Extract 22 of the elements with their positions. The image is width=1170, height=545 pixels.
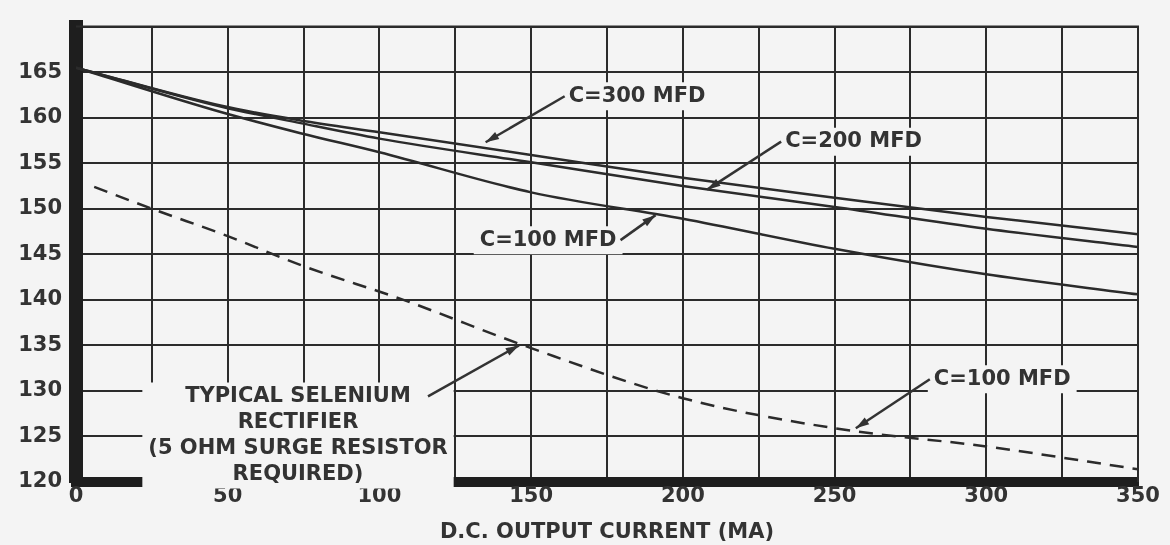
y-tick-label: 140 (18, 286, 62, 311)
y-tick-label: 125 (18, 422, 62, 447)
y-tick-label: 135 (18, 331, 62, 356)
y-tick-label: 165 (18, 58, 62, 83)
x-tick-label: 350 (1116, 483, 1160, 508)
annotation: TYPICAL SELENIUM RECTIFIER (5 OHM SURGE RESISTOR REQUIRED) (148, 382, 448, 485)
annotation: C=100 MFD (933, 365, 1071, 390)
x-axis-title: D.C. OUTPUT CURRENT (MA) (439, 518, 775, 543)
annotation: C=100 MFD (479, 226, 617, 251)
y-tick-label: 155 (18, 149, 62, 174)
annotation: C=200 MFD (785, 128, 922, 153)
y-tick-label: 150 (18, 195, 62, 220)
x-tick-label: 0 (68, 483, 84, 508)
y-tick-label: 120 (18, 468, 62, 493)
x-tick-label: 200 (660, 483, 705, 508)
y-tick-label: 160 (18, 104, 62, 129)
annotation: C=300 MFD (568, 82, 706, 107)
y-tick-label: 145 (18, 240, 62, 265)
x-tick-label: 150 (509, 483, 554, 508)
x-tick-label: 300 (964, 483, 1009, 508)
y-tick-label: 130 (18, 377, 62, 402)
x-tick-label: 250 (812, 483, 857, 508)
